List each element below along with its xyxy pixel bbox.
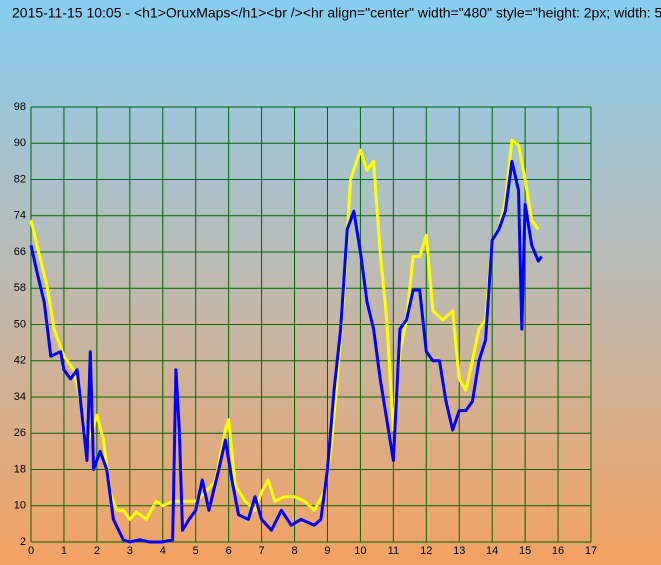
x-tick-label: 8 [291, 545, 297, 557]
x-tick-label: 6 [226, 545, 232, 557]
series-line [29, 159, 543, 544]
y-tick-label: 58 [14, 282, 26, 294]
x-tick-label: 12 [420, 545, 432, 557]
y-tick-label: 74 [14, 210, 26, 222]
chart-title: 2015-11-15 10:05 - <h1>OruxMaps</h1><br … [12, 5, 661, 21]
y-tick-label: 26 [14, 427, 26, 439]
y-tick-label: 18 [14, 463, 26, 475]
x-tick-label: 7 [259, 545, 265, 557]
x-tick-label: 16 [552, 545, 564, 557]
x-tick-label: 17 [585, 545, 597, 557]
x-tick-label: 13 [453, 545, 465, 557]
y-tick-label: 90 [14, 137, 26, 149]
series-line [29, 138, 540, 521]
y-tick-label: 82 [14, 173, 26, 185]
x-tick-label: 14 [486, 545, 498, 557]
y-tick-label: 66 [14, 246, 26, 258]
x-tick-label: 11 [388, 545, 399, 557]
y-tick-label: 2 [20, 536, 26, 548]
y-tick-label: 50 [14, 318, 26, 330]
x-tick-label: 10 [354, 545, 366, 557]
x-tick-label: 15 [519, 545, 531, 557]
x-tick-label: 9 [324, 545, 330, 557]
y-tick-label: 42 [14, 355, 26, 367]
x-tick-label: 0 [28, 545, 34, 557]
x-tick-label: 3 [127, 545, 133, 557]
x-tick-label: 2 [94, 545, 100, 557]
x-tick-label: 4 [160, 545, 166, 557]
y-tick-label: 98 [14, 101, 26, 113]
x-tick-label: 1 [61, 545, 67, 557]
y-tick-label: 10 [14, 500, 26, 512]
x-tick-label: 5 [193, 545, 199, 557]
y-tick-label: 34 [14, 391, 26, 403]
